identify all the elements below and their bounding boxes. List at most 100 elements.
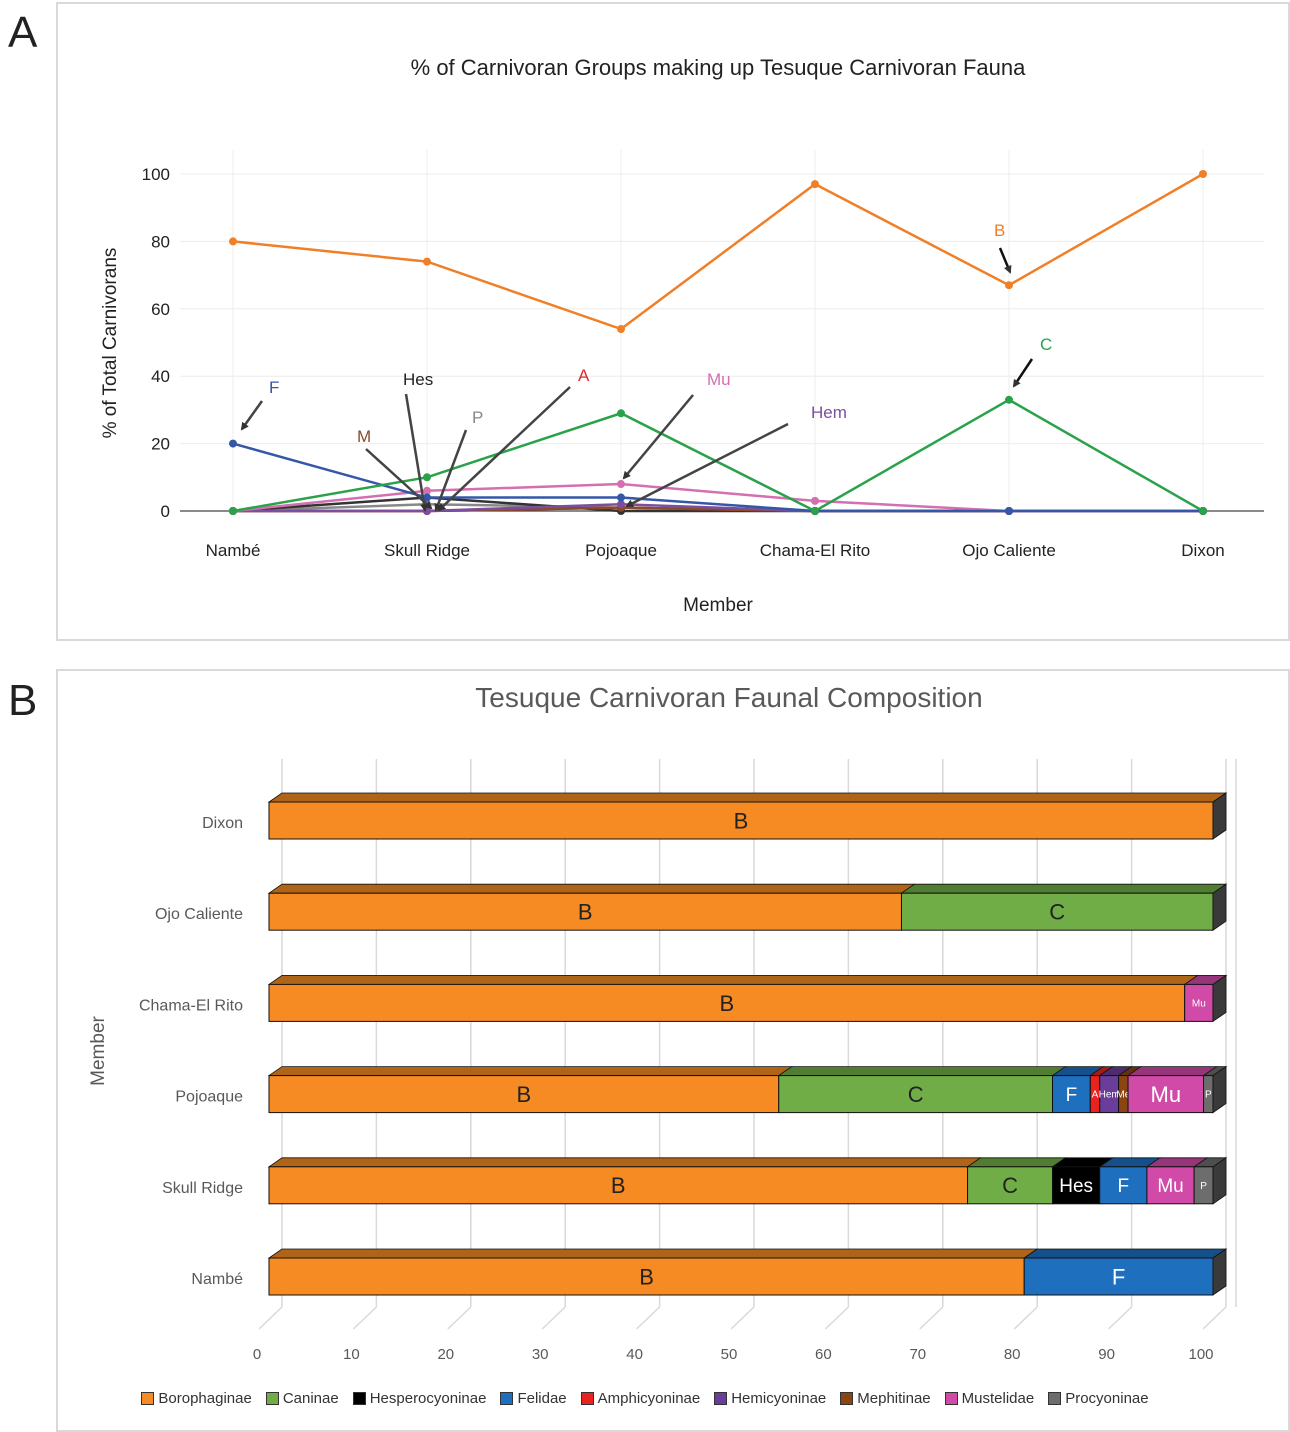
line-chart-x-tick-label: Pojoaque bbox=[585, 541, 657, 560]
bar-side-face bbox=[1212, 1065, 1227, 1114]
bar-top-face bbox=[267, 883, 916, 894]
bar-top-face bbox=[966, 1157, 1067, 1168]
line-chart: % of Carnivoran Groups making up Tesuque… bbox=[100, 55, 1264, 616]
bar-chart-x-tick-label: 0 bbox=[253, 1346, 261, 1363]
legend-swatch bbox=[141, 1392, 155, 1405]
data-point-B bbox=[423, 257, 431, 266]
panel-a-frame bbox=[56, 2, 1290, 641]
bar-chart-floor-tick bbox=[258, 1306, 283, 1330]
line-chart-x-tick-label: Nambé bbox=[206, 541, 261, 560]
bar-chart-floor-tick bbox=[636, 1306, 661, 1330]
panel-b-letter: B bbox=[8, 676, 38, 725]
bar-segment-label-C: C bbox=[908, 1082, 924, 1107]
bar-chart-x-tick-label: 40 bbox=[626, 1346, 643, 1363]
bar-chart-floor-tick bbox=[352, 1306, 377, 1330]
bar-top-face bbox=[267, 1157, 982, 1168]
bar-segment-B bbox=[268, 801, 1214, 840]
line-chart-x-tick-label: Chama-El Rito bbox=[760, 541, 871, 560]
data-point-F bbox=[423, 493, 431, 502]
bar-segment-F bbox=[1052, 1075, 1091, 1114]
bar-chart-x-tick-label: 100 bbox=[1188, 1346, 1213, 1363]
panel-a-letter: A bbox=[8, 8, 38, 57]
legend-item: Procyoninae bbox=[1048, 1390, 1149, 1407]
bar-segment-label-Me: Me bbox=[1116, 1090, 1130, 1101]
data-point-Mu bbox=[617, 480, 625, 489]
bar-top-face bbox=[1126, 1066, 1218, 1077]
legend-swatch bbox=[840, 1392, 854, 1405]
legend-item: Mustelidae bbox=[944, 1390, 1034, 1407]
bar-chart-y-tick-label: Nambé bbox=[191, 1271, 243, 1288]
bar-segment-label-C: C bbox=[1049, 900, 1065, 925]
bar-side-face bbox=[1212, 883, 1227, 931]
annotation-label-A: A bbox=[578, 366, 590, 385]
bar-segment-label-A: A bbox=[1092, 1090, 1099, 1101]
bar-chart-x-tick-label: 10 bbox=[343, 1346, 360, 1363]
bar-chart-floor-tick bbox=[730, 1306, 755, 1330]
line-chart-y-axis-label: % of Total Carnivorans bbox=[100, 248, 121, 439]
bar-top-face bbox=[777, 1066, 1067, 1077]
legend-item: Felidae bbox=[500, 1390, 567, 1407]
series-line-F bbox=[232, 442, 1203, 513]
annotation-arrow-B bbox=[998, 247, 1012, 274]
bar-segment-label-P: P bbox=[1205, 1090, 1212, 1101]
legend-label: Procyoninae bbox=[1065, 1390, 1149, 1407]
bar-segment-C bbox=[900, 892, 1214, 931]
bar-segment-label-B: B bbox=[517, 1082, 532, 1107]
line-chart-x-axis-label: Member bbox=[683, 595, 753, 616]
legend-swatch bbox=[352, 1392, 366, 1405]
legend-swatch bbox=[500, 1392, 514, 1405]
annotation-label-M: M bbox=[357, 427, 371, 446]
annotation-label-B: B bbox=[994, 221, 1005, 240]
bar-chart-x-tick-label: 60 bbox=[815, 1346, 832, 1363]
line-chart-y-tick-label: 40 bbox=[151, 367, 170, 386]
bar-segment-label-B: B bbox=[719, 991, 734, 1016]
bar-segment-label-Mu: Mu bbox=[1151, 1082, 1182, 1107]
bar-chart-y-tick-label: Skull Ridge bbox=[162, 1180, 243, 1197]
bar-segment-label-B: B bbox=[639, 1264, 654, 1289]
bar-side-face bbox=[1212, 1248, 1227, 1296]
bar-chart-floor-tick bbox=[1013, 1306, 1038, 1330]
annotation-arrow-F bbox=[240, 400, 264, 431]
series-line-C bbox=[232, 398, 1204, 513]
legend-swatch bbox=[580, 1392, 594, 1405]
legend-label: Amphicyoninae bbox=[597, 1390, 701, 1407]
bar-chart-floor-tick bbox=[447, 1306, 472, 1330]
bar-segment-B bbox=[268, 1166, 969, 1205]
legend-swatch bbox=[944, 1392, 958, 1405]
bar-chart-x-tick-label: 90 bbox=[1098, 1346, 1115, 1363]
bar-chart-y-tick-label: Dixon bbox=[202, 815, 243, 832]
annotation-label-P: P bbox=[472, 408, 483, 427]
bar-chart-x-tick-label: 70 bbox=[909, 1346, 926, 1363]
bar-segment-F bbox=[1099, 1166, 1148, 1205]
bar-segment-Mu bbox=[1146, 1166, 1195, 1205]
bar-segment-label-F: F bbox=[1112, 1264, 1125, 1289]
bar-side-face bbox=[1212, 974, 1227, 1023]
data-point-B bbox=[617, 325, 625, 334]
bar-chart-floor-tick bbox=[541, 1306, 566, 1330]
annotation-label-F: F bbox=[269, 378, 279, 397]
legend-item: Hemicyoninae bbox=[714, 1390, 826, 1407]
data-point-B bbox=[1199, 170, 1207, 178]
line-chart-y-tick-label: 60 bbox=[151, 300, 170, 319]
legend-item: Hesperocyoninae bbox=[352, 1390, 486, 1407]
bar-chart-y-tick-label: Chama-El Rito bbox=[139, 997, 243, 1014]
bar-segment-B bbox=[268, 983, 1186, 1022]
data-point-C bbox=[617, 409, 625, 418]
bar-chart-floor-tick bbox=[1202, 1306, 1227, 1330]
bar-chart-legend: Borophaginae Caninae Hesperocyoninae Felida… bbox=[0, 1390, 1290, 1407]
bar-segment-label-C: C bbox=[1002, 1173, 1018, 1198]
annotation-arrow-Hes bbox=[404, 393, 428, 512]
panel-b-frame bbox=[56, 669, 1290, 1432]
data-point-C bbox=[1005, 395, 1013, 404]
legend-label: Felidae bbox=[517, 1390, 567, 1407]
bar-side-face bbox=[1212, 1157, 1227, 1205]
bar-chart: Tesuque Carnivoran Faunal Composition Me… bbox=[88, 682, 1237, 1363]
data-point-F bbox=[617, 493, 625, 502]
bar-top-face bbox=[267, 792, 1228, 803]
line-chart-y-tick-label: 0 bbox=[161, 502, 170, 521]
bar-chart-x-tick-label: 50 bbox=[721, 1346, 738, 1363]
annotation-arrow-P bbox=[434, 429, 468, 512]
bar-top-face bbox=[900, 883, 1228, 894]
annotation-label-Hes: Hes bbox=[403, 370, 433, 389]
bar-top-face bbox=[267, 1248, 1039, 1259]
